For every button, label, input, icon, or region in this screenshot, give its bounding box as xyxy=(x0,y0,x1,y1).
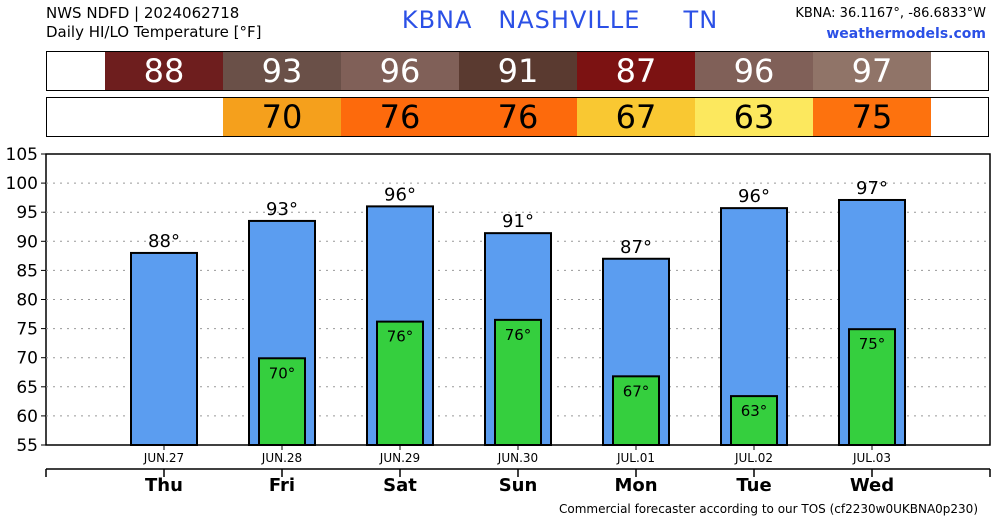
high-temp-cell-4: 87 xyxy=(577,52,695,90)
low-temp-bar xyxy=(376,320,424,446)
product-line: Daily HI/LO Temperature [°F] xyxy=(46,23,262,41)
day-label: Fri xyxy=(269,475,295,496)
low-temp-bar xyxy=(848,328,896,447)
high-temp-cell-5: 96 xyxy=(695,52,813,90)
low-temp-cell-0 xyxy=(105,98,223,136)
low-temp-cell-2: 76 xyxy=(341,98,459,136)
day-label: Thu xyxy=(145,475,183,496)
y-tick-label: 100 xyxy=(6,174,38,194)
date-label: JUN.27 xyxy=(143,451,184,465)
high-temp-label: 88° xyxy=(148,231,180,252)
low-temp-strip: 70 76 76 67 63 75 xyxy=(46,97,989,137)
low-temp-cell-6: 75 xyxy=(813,98,931,136)
high-temp-cell-3: 91 xyxy=(459,52,577,90)
low-temp-label: 75° xyxy=(859,335,886,353)
low-temp-label: 76° xyxy=(505,326,532,344)
high-temp-label: 96° xyxy=(738,186,770,207)
high-temp-label: 96° xyxy=(384,184,416,205)
y-tick-label: 55 xyxy=(16,436,38,456)
high-temp-label: 91° xyxy=(502,211,534,232)
high-temp-label: 93° xyxy=(266,199,298,220)
station-coords: KBNA: 36.1167°, -86.6833°W xyxy=(795,6,986,21)
high-temp-bar xyxy=(130,251,198,446)
y-tick-label: 80 xyxy=(16,291,38,311)
high-temp-cell-1: 93 xyxy=(223,52,341,90)
date-label: JUL.01 xyxy=(616,451,655,465)
date-label: JUL.02 xyxy=(734,451,773,465)
low-temp-bar xyxy=(258,357,306,447)
low-temp-cell-3: 76 xyxy=(459,98,577,136)
header-right: KBNA: 36.1167°, -86.6833°W weathermodels… xyxy=(795,4,986,44)
high-temp-cell-6: 97 xyxy=(813,52,931,90)
y-tick-label: 95 xyxy=(16,203,38,223)
high-temp-label: 87° xyxy=(620,237,652,258)
high-temp-strip: 88 93 96 91 87 96 97 xyxy=(46,51,989,91)
station-code: KBNA xyxy=(401,6,473,34)
high-temp-label: 97° xyxy=(856,178,888,199)
low-temp-cell-4: 67 xyxy=(577,98,695,136)
station-city: NASHVILLE xyxy=(498,6,641,34)
low-temp-bar xyxy=(730,395,778,446)
date-label: JUN.30 xyxy=(497,451,538,465)
station-state: TN xyxy=(683,6,719,34)
y-tick-label: 75 xyxy=(16,320,38,340)
y-tick-label: 60 xyxy=(16,407,38,427)
low-temp-cell-5: 63 xyxy=(695,98,813,136)
y-tick-label: 90 xyxy=(16,232,38,252)
low-temp-bar xyxy=(612,375,660,447)
low-temp-cell-1: 70 xyxy=(223,98,341,136)
y-tick-label: 65 xyxy=(16,378,38,398)
low-temp-label: 63° xyxy=(741,402,768,420)
website-link[interactable]: weathermodels.com xyxy=(826,26,986,42)
day-label: Wed xyxy=(850,475,894,496)
day-label: Sat xyxy=(383,475,417,496)
header-left: NWS NDFD | 2024062718 Daily HI/LO Temper… xyxy=(46,4,262,42)
footer-note: Commercial forecaster according to our T… xyxy=(558,502,978,516)
low-temp-label: 76° xyxy=(387,328,414,346)
y-tick-label: 105 xyxy=(6,145,38,165)
low-temp-label: 67° xyxy=(623,382,650,400)
day-label: Tue xyxy=(736,475,771,496)
y-tick-label: 70 xyxy=(16,349,38,369)
source-line: NWS NDFD | 2024062718 xyxy=(46,4,240,22)
y-tick-label: 85 xyxy=(16,261,38,281)
station-title: KBNA NASHVILLE TN xyxy=(360,6,760,34)
date-label: JUN.29 xyxy=(379,451,420,465)
low-temp-label: 70° xyxy=(269,364,296,382)
high-temp-cell-2: 96 xyxy=(341,52,459,90)
high-temp-cell-0: 88 xyxy=(105,52,223,90)
date-label: JUL.03 xyxy=(852,451,891,465)
day-label: Mon xyxy=(614,475,657,496)
date-label: JUN.28 xyxy=(261,451,302,465)
day-label: Sun xyxy=(499,475,538,496)
